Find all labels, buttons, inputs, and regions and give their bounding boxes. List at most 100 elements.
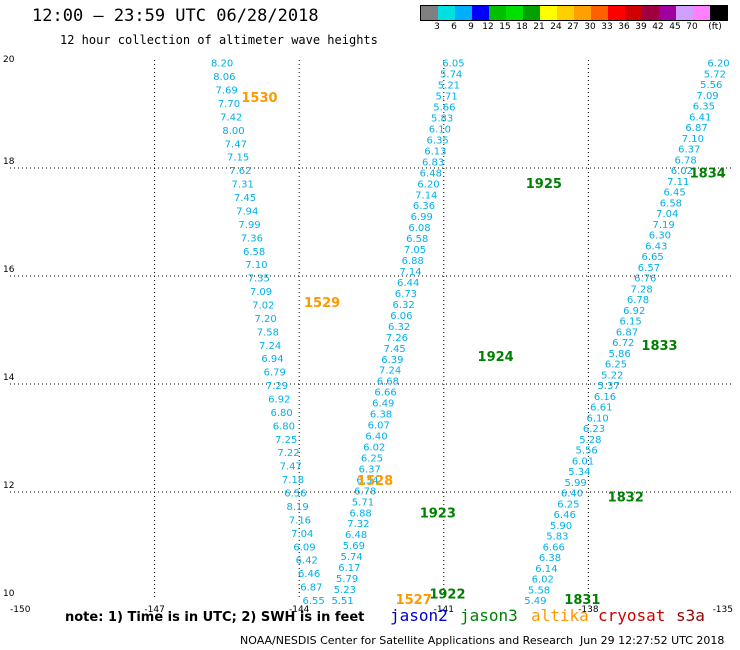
swh-value-label: 5.37 [598, 381, 620, 392]
swh-value-label: 6.41 [689, 112, 711, 123]
swh-value-label: 6.65 [641, 252, 663, 263]
swh-value-label: 6.17 [338, 563, 360, 574]
swh-value-label: 6.13 [424, 146, 446, 157]
swh-value-label: 6.42 [296, 556, 318, 567]
swh-value-label: 6.25 [361, 453, 383, 464]
swh-value-label: 6.43 [645, 241, 667, 252]
legend-label: 36 [618, 22, 630, 32]
swh-value-label: 6.58 [660, 198, 682, 209]
swh-value-label: 7.09 [696, 91, 718, 102]
swh-value-label: 6.88 [402, 256, 424, 267]
pass-time-label: 1528 [357, 474, 393, 489]
legend-swatch [540, 6, 557, 20]
swh-value-label: 7.04 [656, 209, 678, 220]
x-tick-label: -135 [713, 605, 733, 615]
swh-value-label: 7.35 [248, 274, 270, 285]
pass-time-label: 1529 [304, 296, 340, 311]
swh-value-label: 6.39 [381, 355, 403, 366]
swh-value-label: 6.72 [612, 338, 634, 349]
swh-value-label: 7.18 [282, 475, 304, 486]
y-tick-label: 18 [3, 157, 15, 167]
swh-value-label: 6.16 [594, 392, 616, 403]
swh-value-label: 6.25 [605, 360, 627, 371]
swh-value-label: 6.79 [264, 368, 286, 379]
legend-jason2: jason2 [390, 606, 448, 625]
swh-value-label: 8.19 [287, 502, 309, 513]
swh-value-label: 7.45 [234, 193, 256, 204]
swh-value-label: 7.24 [259, 341, 281, 352]
swh-value-label: 5.49 [524, 596, 546, 607]
pass-time-label: 1923 [420, 507, 456, 522]
pass-time-label: 1922 [429, 588, 465, 603]
swh-value-label: 5.86 [609, 349, 631, 360]
swh-value-label: 7.24 [379, 366, 401, 377]
swh-value-label: 6.38 [370, 410, 392, 421]
swh-value-label: 6.08 [408, 223, 430, 234]
swh-value-label: 7.62 [229, 166, 251, 177]
legend-swatch [574, 6, 591, 20]
swh-value-label: 6.68 [377, 377, 399, 388]
swh-value-label: 5.71 [352, 497, 374, 508]
swh-value-label: 7.42 [220, 112, 242, 123]
swh-value-label: 5.66 [433, 103, 455, 114]
swh-value-label: 6.61 [590, 403, 612, 414]
swh-value-label: 7.19 [652, 220, 674, 231]
swh-value-label: 5.79 [336, 574, 358, 585]
pass-time-label: 1527 [396, 593, 432, 608]
legend-label: 42 [652, 22, 664, 32]
swh-value-label: 5.71 [436, 92, 458, 103]
swh-value-label: 7.36 [241, 233, 263, 244]
pass-time-label: 1530 [241, 91, 277, 106]
swh-value-label: 6.09 [293, 542, 315, 553]
legend-label: 39 [635, 22, 647, 32]
legend-jason3: jason3 [460, 606, 518, 625]
swh-value-label: 6.38 [539, 553, 561, 564]
swh-value-label: 8.00 [222, 126, 244, 137]
swh-value-label: 6.88 [350, 508, 372, 519]
legend-swatch [557, 6, 574, 20]
swh-value-label: 6.46 [554, 510, 576, 521]
x-tick-label: -150 [10, 605, 31, 615]
swh-value-label: 6.20 [417, 179, 439, 190]
swh-value-label: 5.51 [331, 596, 353, 607]
swh-value-label: 7.11 [667, 177, 689, 188]
swh-value-label: 5.34 [568, 467, 590, 478]
swh-value-label: 6.25 [557, 499, 579, 510]
legend-swatch [523, 6, 540, 20]
swh-value-label: 7.20 [254, 314, 276, 325]
legend-label: 45 [669, 22, 681, 32]
page-subtitle: 12 hour collection of altimeter wave hei… [60, 33, 378, 47]
swh-value-label: 6.73 [395, 289, 417, 300]
legend-swatch [438, 6, 455, 20]
swh-value-label: 5.56 [700, 80, 722, 91]
y-tick-label: 14 [3, 373, 15, 383]
swh-value-label: 6.92 [623, 306, 645, 317]
swh-value-label: 6.07 [368, 421, 390, 432]
swh-value-label: 6.48 [420, 168, 442, 179]
y-tick-label: 12 [3, 481, 14, 491]
legend-swatch [421, 6, 438, 20]
swh-value-label: 6.58 [406, 234, 428, 245]
swh-value-label: 6.76 [634, 274, 656, 285]
swh-value-label: 6.32 [393, 300, 415, 311]
swh-value-label: 6.32 [388, 322, 410, 333]
swh-value-label: 6.87 [616, 327, 638, 338]
swh-value-label: 5.83 [431, 114, 453, 125]
swh-value-label: 7.58 [257, 327, 279, 338]
legend-swatch [659, 6, 676, 20]
swh-value-label: 5.58 [528, 585, 550, 596]
swh-value-label: 6.92 [268, 395, 290, 406]
swh-value-label: 7.09 [250, 287, 272, 298]
legend-swatch [608, 6, 625, 20]
page-title: 12:00 – 23:59 UTC 06/28/2018 [32, 6, 319, 26]
swh-value-label: 6.34 [356, 475, 378, 486]
swh-value-label: 7.16 [289, 515, 311, 526]
swh-value-label: 7.04 [291, 529, 313, 540]
swh-value-label: 5.28 [579, 435, 601, 446]
swh-value-label: 7.28 [630, 284, 652, 295]
swh-value-label: 5.23 [334, 585, 356, 596]
swh-value-label: 6.02 [363, 442, 385, 453]
swh-value-label: 5.74 [340, 552, 362, 563]
swh-value-label: 7.70 [218, 99, 240, 110]
